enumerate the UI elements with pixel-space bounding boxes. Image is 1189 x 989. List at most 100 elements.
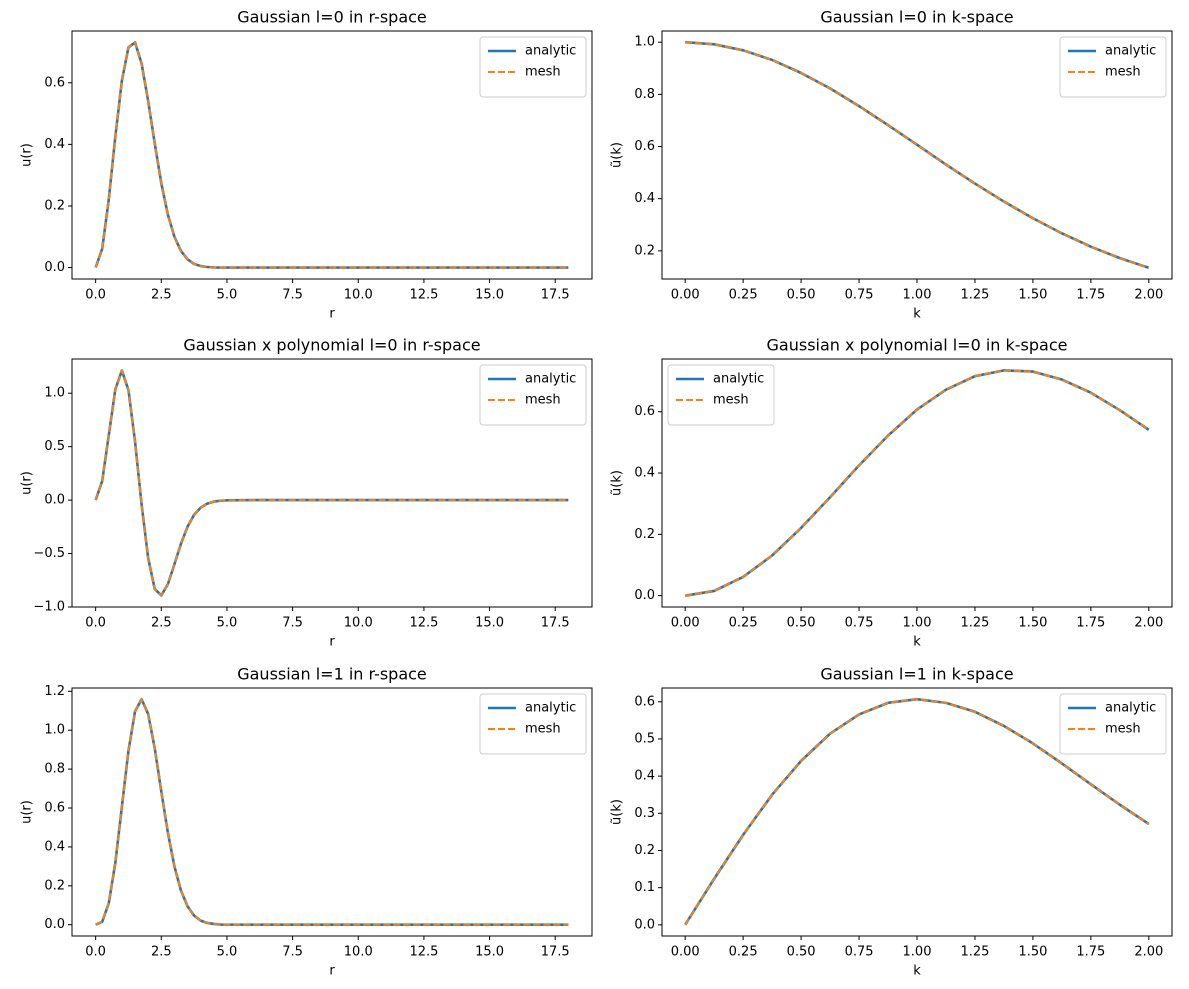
- y-tick-label: 0.8: [634, 87, 655, 102]
- x-tick-label: 12.5: [409, 945, 438, 960]
- y-tick-label: 0.2: [44, 878, 65, 893]
- subplot: Gaussian l=1 in r-space 0.0 2.5 5.0 7.5 10.0 1…: [20, 665, 593, 979]
- axes-frame: [71, 358, 593, 608]
- x-tick-label: 0.75: [845, 288, 874, 303]
- x-axis-label: r: [329, 307, 335, 322]
- y-tick-label: 0.4: [634, 466, 655, 481]
- y-axis-label: ũ(k): [610, 799, 625, 825]
- y-tick-label: 0.6: [634, 694, 655, 709]
- x-tick-label: 12.5: [409, 616, 438, 631]
- y-tick-label: 0.4: [44, 839, 65, 854]
- x-tick-label: 15.0: [475, 945, 504, 960]
- y-tick-label: 1.2: [44, 684, 65, 699]
- y-tick-label: 0.6: [44, 801, 65, 816]
- x-tick-label: 0.00: [671, 616, 700, 631]
- y-axis-label: u(r): [20, 800, 35, 824]
- chart-title: Gaussian x polynomial l=0 in r-space: [183, 336, 480, 355]
- legend-label: mesh: [1105, 65, 1141, 80]
- x-tick-label: 2.5: [151, 945, 172, 960]
- x-tick-label: 10.0: [344, 616, 373, 631]
- y-tick-label: 0.3: [634, 806, 655, 821]
- x-tick-label: 1.50: [1018, 616, 1047, 631]
- x-tick-label: 1.75: [1076, 945, 1105, 960]
- x-axis-label: k: [913, 307, 921, 322]
- line-series: [94, 41, 569, 269]
- x-tick-label: 0.25: [729, 945, 758, 960]
- y-tick-label: 0.0: [44, 493, 65, 508]
- y-tick-label: 0.2: [44, 198, 65, 213]
- x-tick-label: 0.50: [787, 288, 816, 303]
- x-tick-label: 0.0: [85, 945, 106, 960]
- x-axis-label: k: [913, 635, 921, 650]
- legend-label: analytic: [525, 701, 576, 716]
- x-tick-label: 0.25: [729, 288, 758, 303]
- x-tick-label: 1.75: [1076, 616, 1105, 631]
- x-tick-label: 17.5: [541, 616, 570, 631]
- chart-title: Gaussian l=0 in k-space: [820, 8, 1013, 27]
- plot-area: [94, 369, 569, 597]
- x-tick-label: 0.0: [85, 616, 106, 631]
- x-axis-label: r: [329, 635, 335, 650]
- x-tick-label: 0.50: [787, 616, 816, 631]
- x-tick-label: 0.75: [845, 616, 874, 631]
- y-tick-label: 0.1: [634, 880, 655, 895]
- subplot: Gaussian l=1 in k-space 0.00 0.25 0.50 0.75 1…: [610, 665, 1173, 979]
- x-tick-label: 0.0: [85, 288, 106, 303]
- plot-area: [94, 41, 569, 269]
- y-tick-label: 0.0: [634, 588, 655, 603]
- y-tick-label: 0.4: [634, 769, 655, 784]
- x-tick-label: 5.0: [217, 288, 238, 303]
- x-tick-label: 2.5: [151, 616, 172, 631]
- legend-label: analytic: [713, 372, 764, 387]
- x-tick-label: 15.0: [475, 288, 504, 303]
- y-tick-label: 0.4: [44, 137, 65, 152]
- x-tick-label: 15.0: [475, 616, 504, 631]
- chart-title: Gaussian x polynomial l=0 in k-space: [767, 336, 1068, 355]
- chart-title: Gaussian l=0 in r-space: [237, 8, 427, 27]
- line-series: [685, 40, 1150, 270]
- x-tick-label: 0.25: [729, 616, 758, 631]
- legend-label: mesh: [1105, 722, 1141, 737]
- x-tick-label: 1.75: [1076, 288, 1105, 303]
- x-tick-label: 2.00: [1134, 945, 1163, 960]
- x-tick-label: 1.00: [903, 945, 932, 960]
- y-axis-label: u(r): [20, 143, 35, 167]
- plot-area: [684, 697, 1150, 926]
- legend-label: mesh: [525, 393, 561, 408]
- y-tick-label: −0.5: [33, 546, 65, 561]
- y-axis-label: u(r): [20, 471, 35, 495]
- legend-label: analytic: [1105, 44, 1156, 59]
- x-tick-label: 0.50: [787, 945, 816, 960]
- line-series: [684, 698, 1150, 926]
- axes-frame: [661, 30, 1173, 280]
- legend-label: mesh: [713, 393, 749, 408]
- y-tick-label: 0.2: [634, 527, 655, 542]
- subplot: Gaussian x polynomial l=0 in r-space 0.0 2…: [20, 336, 593, 650]
- y-axis-label: ũ(k): [610, 470, 625, 496]
- x-tick-label: 1.25: [960, 288, 989, 303]
- axes-frame: [661, 687, 1173, 937]
- x-tick-label: 17.5: [541, 288, 570, 303]
- y-tick-label: 0.6: [634, 404, 655, 419]
- y-tick-label: 1.0: [634, 35, 655, 50]
- x-tick-label: 5.0: [217, 945, 238, 960]
- plot-area: [684, 369, 1150, 597]
- x-tick-label: 1.00: [903, 288, 932, 303]
- x-tick-label: 0.75: [845, 945, 874, 960]
- y-tick-label: 0.4: [634, 191, 655, 206]
- y-tick-label: 0.8: [44, 762, 65, 777]
- y-tick-label: 0.2: [634, 243, 655, 258]
- x-tick-label: 1.25: [960, 616, 989, 631]
- x-tick-label: 2.00: [1134, 288, 1163, 303]
- subplot: Gaussian l=0 in r-space 0.0 2.5 5.0 7.5 10.0 1…: [20, 8, 593, 322]
- x-tick-label: 5.0: [217, 616, 238, 631]
- x-tick-label: 2.00: [1134, 616, 1163, 631]
- y-tick-label: 0.0: [44, 917, 65, 932]
- y-tick-label: 0.0: [634, 917, 655, 932]
- y-tick-label: 0.6: [44, 75, 65, 90]
- y-tick-label: 0.2: [634, 843, 655, 858]
- legend-label: mesh: [525, 65, 561, 80]
- x-tick-label: 2.5: [151, 288, 172, 303]
- y-tick-label: 0.5: [44, 439, 65, 454]
